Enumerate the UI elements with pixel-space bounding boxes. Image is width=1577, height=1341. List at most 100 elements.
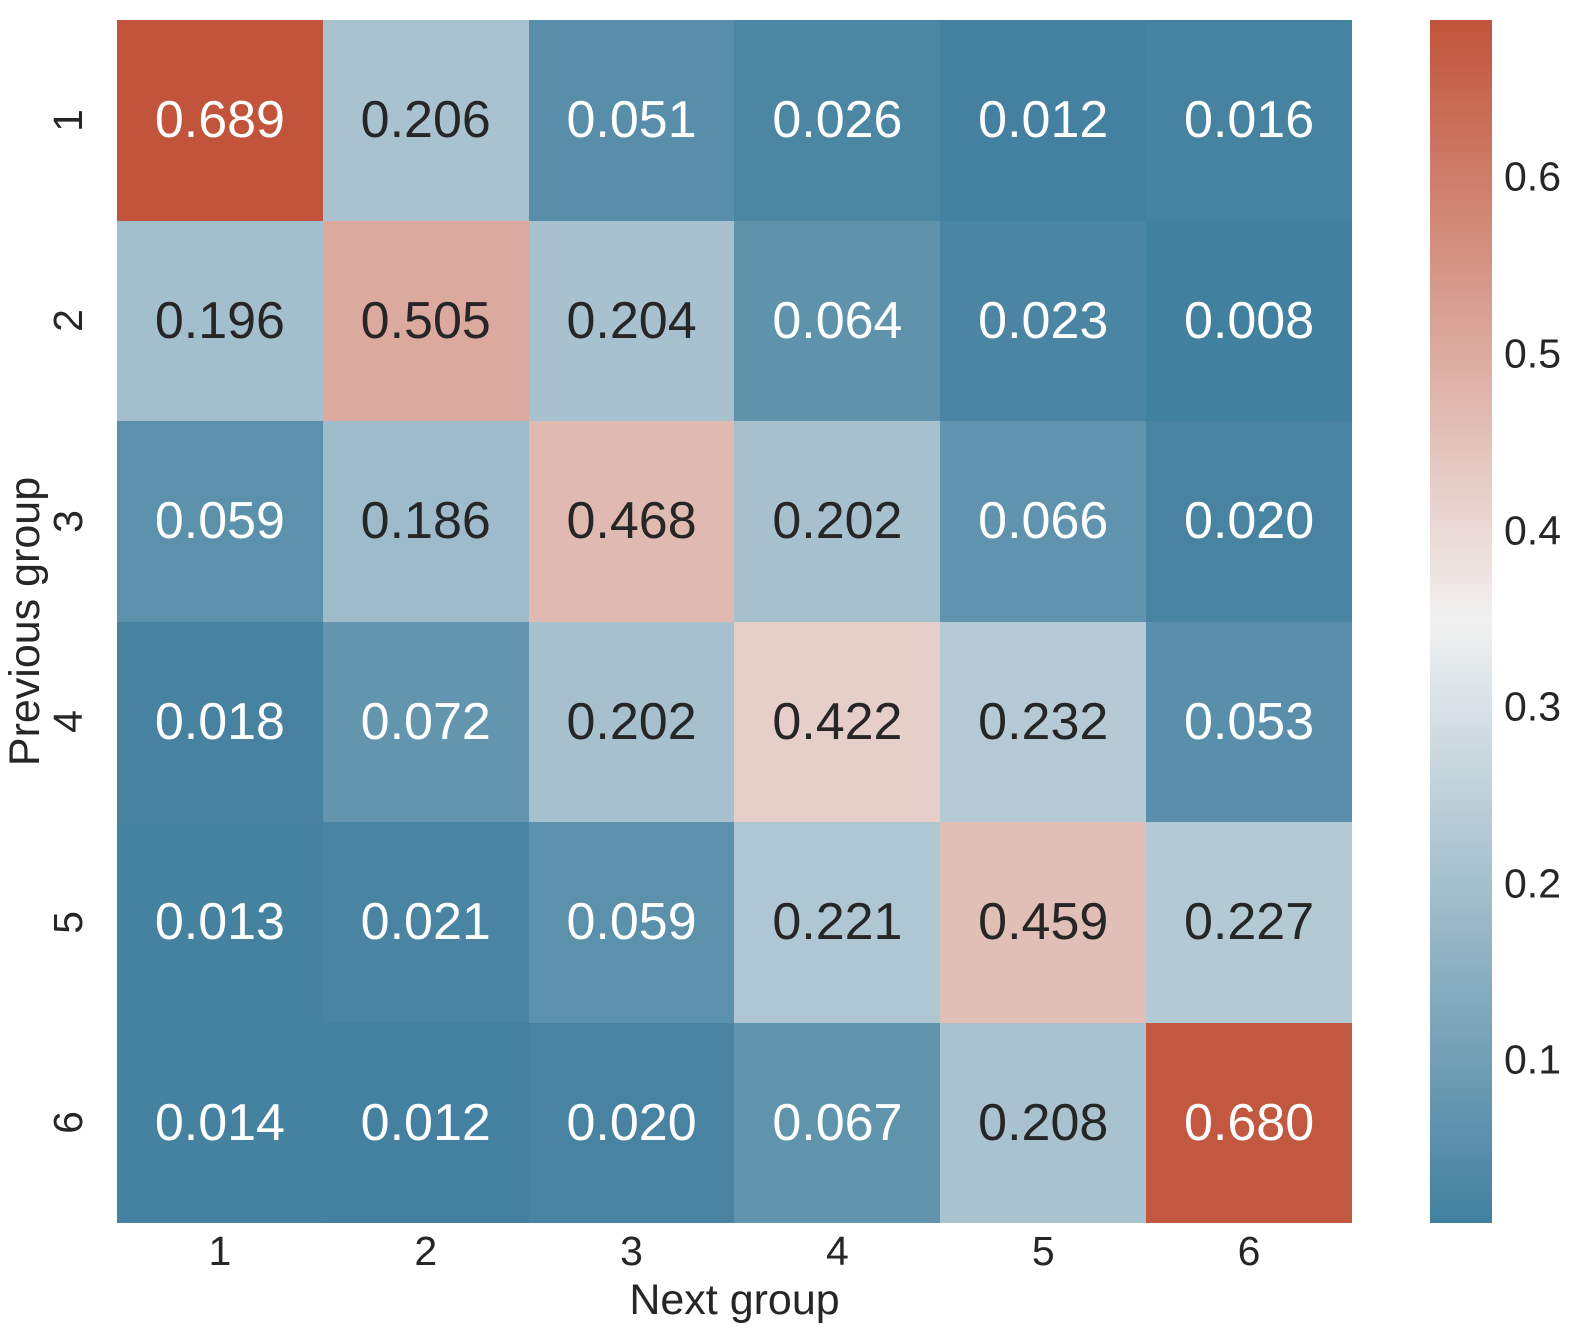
heatmap-cell-r6-c3: 0.020 bbox=[528, 1022, 735, 1223]
cell-value: 0.459 bbox=[978, 893, 1109, 952]
y-tick-label-text: 1 bbox=[44, 108, 91, 132]
heatmap-cell-r6-c4: 0.067 bbox=[734, 1022, 941, 1223]
cell-value: 0.020 bbox=[1184, 492, 1315, 551]
y-tick-label: 3 bbox=[36, 421, 100, 622]
heatmap-cell-r3-c5: 0.066 bbox=[940, 421, 1147, 622]
heatmap-cell-r5-c1: 0.013 bbox=[117, 822, 323, 1023]
cell-value: 0.232 bbox=[978, 692, 1109, 751]
cell-value: 0.026 bbox=[772, 91, 903, 150]
cell-value: 0.422 bbox=[772, 692, 903, 751]
heatmap-cell-r6-c6: 0.680 bbox=[1146, 1022, 1352, 1223]
cell-value: 0.012 bbox=[360, 1093, 491, 1152]
cell-value: 0.680 bbox=[1184, 1093, 1315, 1152]
cell-value: 0.059 bbox=[566, 893, 697, 952]
heatmap-cell-r3-c1: 0.059 bbox=[117, 421, 323, 622]
cell-value: 0.208 bbox=[978, 1093, 1109, 1152]
cell-value: 0.059 bbox=[154, 492, 285, 551]
heatmap-cell-r4-c2: 0.072 bbox=[322, 621, 529, 822]
colorbar-tick-label: 0.1 bbox=[1504, 1036, 1561, 1083]
heatmap-cell-r5-c6: 0.227 bbox=[1146, 822, 1352, 1023]
heatmap-cell-r5-c4: 0.221 bbox=[734, 822, 941, 1023]
cell-value: 0.018 bbox=[154, 692, 285, 751]
x-tick-label: 5 bbox=[1031, 1228, 1055, 1274]
colorbar-tick-label: 0.4 bbox=[1504, 507, 1561, 554]
heatmap-cell-r4-c3: 0.202 bbox=[528, 621, 735, 822]
x-axis-title: Next group bbox=[629, 1276, 840, 1324]
heatmap-cell-r5-c3: 0.059 bbox=[528, 822, 735, 1023]
y-tick-label-text: 5 bbox=[44, 910, 91, 934]
y-axis-ticks: 1 2 3 4 5 6 bbox=[36, 20, 100, 1223]
colorbar: 0.6 0.5 0.4 0.3 0.2 0.1 bbox=[1430, 20, 1577, 1223]
heatmap-cell-r1-c5: 0.012 bbox=[940, 20, 1147, 221]
y-tick-label: 5 bbox=[36, 822, 100, 1023]
x-tick-label: 3 bbox=[620, 1228, 643, 1274]
colorbar-tick-label: 0.6 bbox=[1504, 153, 1561, 200]
cell-value: 0.014 bbox=[154, 1093, 285, 1152]
cell-value: 0.051 bbox=[566, 91, 697, 150]
cell-value: 0.221 bbox=[772, 893, 903, 952]
x-tick-label: 2 bbox=[414, 1228, 438, 1274]
cell-value: 0.021 bbox=[360, 893, 491, 952]
cell-value: 0.020 bbox=[566, 1093, 697, 1152]
cell-value: 0.202 bbox=[566, 692, 697, 751]
heatmap-cell-r4-c4: 0.422 bbox=[734, 621, 941, 822]
colorbar-tick-label: 0.3 bbox=[1504, 683, 1561, 730]
cell-value: 0.013 bbox=[154, 893, 285, 952]
heatmap-cell-r2-c4: 0.064 bbox=[734, 220, 941, 421]
heatmap-cell-r2-c3: 0.204 bbox=[528, 220, 735, 421]
cell-value: 0.227 bbox=[1184, 893, 1315, 952]
cell-value: 0.016 bbox=[1184, 91, 1315, 150]
y-tick-label: 4 bbox=[36, 622, 100, 823]
y-tick-label-text: 4 bbox=[44, 710, 91, 734]
cell-value: 0.067 bbox=[772, 1093, 903, 1152]
heatmap-cell-r1-c1: 0.689 bbox=[117, 20, 323, 221]
cell-value: 0.206 bbox=[360, 91, 491, 150]
heatmap-cell-r5-c5: 0.459 bbox=[940, 822, 1147, 1023]
cell-value: 0.023 bbox=[978, 291, 1109, 350]
heatmap-cell-r1-c3: 0.051 bbox=[528, 20, 735, 221]
y-tick-label: 1 bbox=[36, 20, 100, 221]
cell-value: 0.064 bbox=[772, 291, 903, 350]
heatmap-cell-r3-c2: 0.186 bbox=[322, 421, 529, 622]
cell-value: 0.468 bbox=[566, 492, 697, 551]
heatmap-cell-r1-c4: 0.026 bbox=[734, 20, 941, 221]
heatmap-grid: 0.689 0.206 0.051 0.026 0.012 0.016 0.196 0.505… bbox=[117, 20, 1352, 1223]
heatmap-cell-r1-c6: 0.016 bbox=[1146, 20, 1352, 221]
x-tick-label: 1 bbox=[208, 1228, 232, 1274]
colorbar-tick-label: 0.2 bbox=[1504, 860, 1561, 907]
heatmap-cell-r6-c2: 0.012 bbox=[322, 1022, 529, 1223]
heatmap-cell-r5-c2: 0.021 bbox=[322, 822, 529, 1023]
y-tick-label-text: 3 bbox=[44, 509, 91, 533]
x-tick-label: 6 bbox=[1237, 1228, 1261, 1274]
cell-value: 0.066 bbox=[978, 492, 1109, 551]
heatmap-cell-r6-c1: 0.014 bbox=[117, 1022, 323, 1223]
cell-value: 0.689 bbox=[154, 91, 285, 150]
x-axis-ticks: 1 2 3 4 5 6 bbox=[117, 1228, 1352, 1274]
cell-value: 0.186 bbox=[360, 492, 491, 551]
heatmap-cell-r6-c5: 0.208 bbox=[940, 1022, 1147, 1223]
heatmap-cell-r3-c3: 0.468 bbox=[528, 421, 735, 622]
cell-value: 0.012 bbox=[978, 91, 1109, 150]
heatmap-cell-r4-c1: 0.018 bbox=[117, 621, 323, 822]
heatmap-cell-r2-c6: 0.008 bbox=[1146, 220, 1352, 421]
colorbar-gradient bbox=[1430, 20, 1492, 1223]
y-tick-label-text: 6 bbox=[44, 1111, 91, 1135]
cell-value: 0.072 bbox=[360, 692, 491, 751]
colorbar-tick-label: 0.5 bbox=[1504, 330, 1561, 377]
x-tick-label: 4 bbox=[826, 1228, 849, 1274]
heatmap-cell-r1-c2: 0.206 bbox=[322, 20, 529, 221]
heatmap-cell-r2-c1: 0.196 bbox=[117, 220, 323, 421]
heatmap-cell-r2-c2: 0.505 bbox=[322, 220, 529, 421]
cell-value: 0.053 bbox=[1184, 692, 1315, 751]
cell-value: 0.202 bbox=[772, 492, 903, 551]
heatmap-cell-r2-c5: 0.023 bbox=[940, 220, 1147, 421]
y-tick-label: 6 bbox=[36, 1023, 100, 1224]
cell-value: 0.008 bbox=[1184, 291, 1315, 350]
heatmap-cell-r4-c5: 0.232 bbox=[940, 621, 1147, 822]
y-tick-label-text: 2 bbox=[44, 309, 91, 333]
cell-value: 0.505 bbox=[360, 291, 491, 350]
heatmap-cell-r3-c4: 0.202 bbox=[734, 421, 941, 622]
cell-value: 0.196 bbox=[154, 291, 285, 350]
heatmap-cell-r3-c6: 0.020 bbox=[1146, 421, 1352, 622]
